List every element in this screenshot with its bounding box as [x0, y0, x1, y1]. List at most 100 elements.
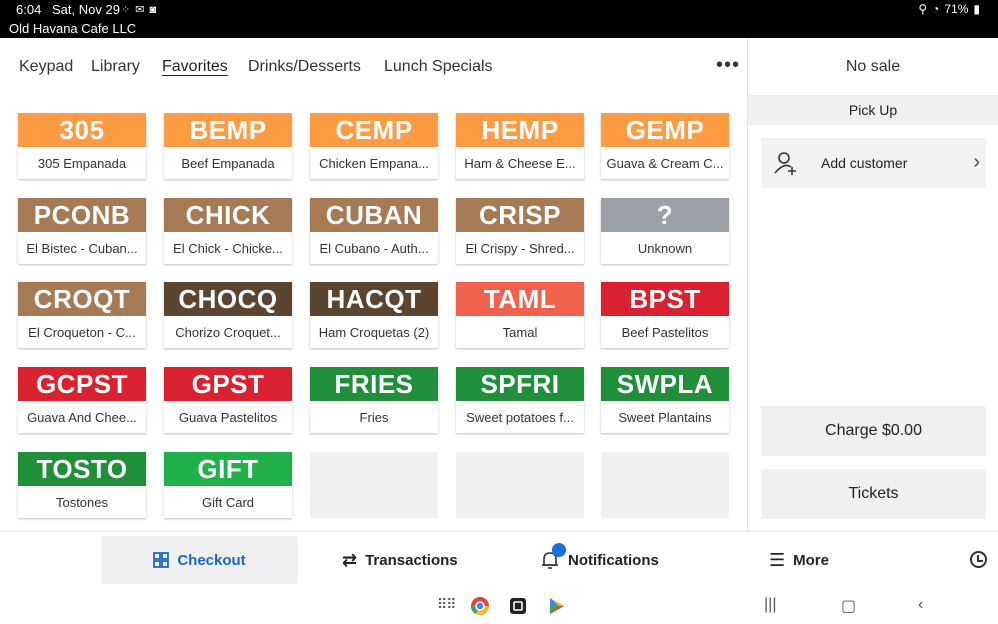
item-code: CHOCQ: [164, 282, 292, 316]
add-customer-label: Add customer: [821, 155, 908, 171]
status-date: Sat, Nov 29: [52, 2, 120, 17]
item-tile[interactable]: 305 305 Empanada: [18, 113, 146, 179]
item-tile[interactable]: PCONB El Bistec - Cuban...: [18, 198, 146, 264]
system-nav-bar: ⠿⠿ ||| ▢ ‹: [0, 588, 998, 624]
status-right: ⚲ ◔ 71% ▮: [918, 2, 980, 16]
item-tile[interactable]: SPFRI Sweet potatoes f...: [456, 367, 584, 433]
item-name: Tamal: [502, 324, 538, 340]
item-name: Guava & Cream C...: [606, 155, 724, 171]
item-code: SWPLA: [601, 367, 729, 401]
item-code: GPST: [164, 367, 292, 401]
item-tile[interactable]: GIFT Gift Card: [164, 452, 292, 518]
item-tile[interactable]: CRISP El Crispy - Shred...: [456, 198, 584, 264]
item-name: Sweet Plantains: [618, 409, 712, 425]
item-tile[interactable]: CHOCQ Chorizo Croquet...: [164, 282, 292, 348]
nav-checkout[interactable]: Checkout: [101, 536, 298, 584]
item-code: GEMP: [601, 113, 729, 147]
nav-notifications-label: Notifications: [568, 551, 659, 569]
item-name: Gift Card: [201, 494, 254, 510]
item-tile[interactable]: TOSTO Tostones: [18, 452, 146, 518]
apps-grid-icon[interactable]: ⠿⠿: [437, 596, 456, 612]
item-name: Chicken Empana...: [319, 155, 429, 171]
item-code: BEMP: [164, 113, 292, 147]
battery-level: 71%: [944, 2, 969, 16]
nav-transactions[interactable]: ⇄ Transactions: [342, 536, 458, 584]
item-tile[interactable]: CEMP Chicken Empana...: [310, 113, 438, 179]
notification-icons: ⁘ ✉ ◙: [121, 4, 158, 16]
clock-icon[interactable]: [970, 551, 987, 568]
empty-tile[interactable]: [601, 452, 729, 518]
item-tile[interactable]: SWPLA Sweet Plantains: [601, 367, 729, 433]
chrome-icon[interactable]: [470, 596, 490, 616]
transactions-icon: ⇄: [342, 549, 358, 570]
tickets-button[interactable]: Tickets: [761, 469, 986, 519]
location-icon: ⚲: [918, 2, 928, 16]
item-tile[interactable]: GCPST Guava And Chee...: [18, 367, 146, 433]
menu-icon: ☰: [769, 549, 786, 570]
play-store-icon[interactable]: [548, 597, 566, 615]
empty-tile[interactable]: [456, 452, 584, 518]
status-bar: 6:04 Sat, Nov 29 ⁘ ✉ ◙ Old Havana Cafe L…: [0, 0, 998, 38]
tab-drinks-desserts[interactable]: Drinks/Desserts: [248, 58, 361, 75]
item-name: Chorizo Croquet...: [175, 324, 281, 340]
item-name: Fries: [359, 409, 389, 425]
item-tile[interactable]: BPST Beef Pastelitos: [601, 282, 729, 348]
sale-title: No sale: [845, 58, 901, 75]
square-app-icon[interactable]: [509, 597, 527, 615]
nav-checkout-label: Checkout: [177, 551, 246, 569]
item-name: El Croqueton - C...: [28, 324, 136, 340]
item-code: BPST: [601, 282, 729, 316]
grid-icon: [153, 552, 170, 568]
empty-tile[interactable]: [310, 452, 438, 518]
item-name: Guava And Chee...: [27, 409, 137, 425]
item-name: 305 Empanada: [37, 155, 127, 171]
add-customer-button[interactable]: Add customer ›: [761, 138, 986, 188]
sale-panel: No sale Pick Up Add customer › Charge $0…: [748, 38, 998, 531]
item-tile[interactable]: ? Unknown: [601, 198, 729, 264]
item-tile[interactable]: CHICK El Chick - Chicke...: [164, 198, 292, 264]
item-name: Sweet potatoes f...: [466, 409, 574, 425]
more-options-icon[interactable]: •••: [716, 54, 741, 76]
notification-badge: [552, 543, 566, 557]
item-tile[interactable]: HACQT Ham Croquetas (2): [310, 282, 438, 348]
order-type-button[interactable]: Pick Up: [748, 95, 998, 125]
item-tile[interactable]: CROQT El Croqueton - C...: [18, 282, 146, 348]
nav-transactions-label: Transactions: [365, 551, 458, 569]
recent-apps-icon[interactable]: |||: [764, 596, 777, 613]
item-code: ?: [601, 198, 729, 232]
status-time: 6:04: [16, 2, 42, 17]
item-name: Beef Empanada: [181, 155, 275, 171]
item-code: 305: [18, 113, 146, 147]
item-code: CUBAN: [310, 198, 438, 232]
nav-more[interactable]: ☰ More: [769, 536, 829, 584]
item-tile[interactable]: CUBAN El Cubano - Auth...: [310, 198, 438, 264]
item-tile[interactable]: GEMP Guava & Cream C...: [601, 113, 729, 179]
item-name: Ham & Cheese E...: [464, 155, 576, 171]
tab-favorites[interactable]: Favorites: [162, 58, 228, 75]
battery-icon: ▮: [973, 2, 980, 16]
item-name: Guava Pastelitos: [178, 409, 278, 425]
item-tile[interactable]: FRIES Fries: [310, 367, 438, 433]
add-person-icon: [774, 152, 796, 175]
charge-button[interactable]: Charge $0.00: [761, 406, 986, 456]
home-icon[interactable]: ▢: [841, 598, 857, 615]
item-code: TAML: [456, 282, 584, 316]
item-name: Unknown: [637, 240, 693, 256]
item-name: Ham Croquetas (2): [318, 324, 430, 340]
item-code: CEMP: [310, 113, 438, 147]
item-tile[interactable]: TAML Tamal: [456, 282, 584, 348]
item-code: HEMP: [456, 113, 584, 147]
item-name: El Crispy - Shred...: [465, 240, 575, 256]
tab-lunch-specials[interactable]: Lunch Specials: [384, 58, 493, 75]
nav-more-label: More: [793, 551, 829, 569]
item-tile[interactable]: GPST Guava Pastelitos: [164, 367, 292, 433]
tab-library[interactable]: Library: [91, 58, 140, 75]
item-tile[interactable]: BEMP Beef Empanada: [164, 113, 292, 179]
item-name: El Chick - Chicke...: [173, 240, 283, 256]
back-icon[interactable]: ‹: [918, 596, 924, 613]
item-code: HACQT: [310, 282, 438, 316]
nav-notifications[interactable]: Notifications: [540, 536, 659, 584]
item-tile[interactable]: HEMP Ham & Cheese E...: [456, 113, 584, 179]
tab-keypad[interactable]: Keypad: [19, 58, 74, 75]
panel-divider: [747, 38, 748, 531]
